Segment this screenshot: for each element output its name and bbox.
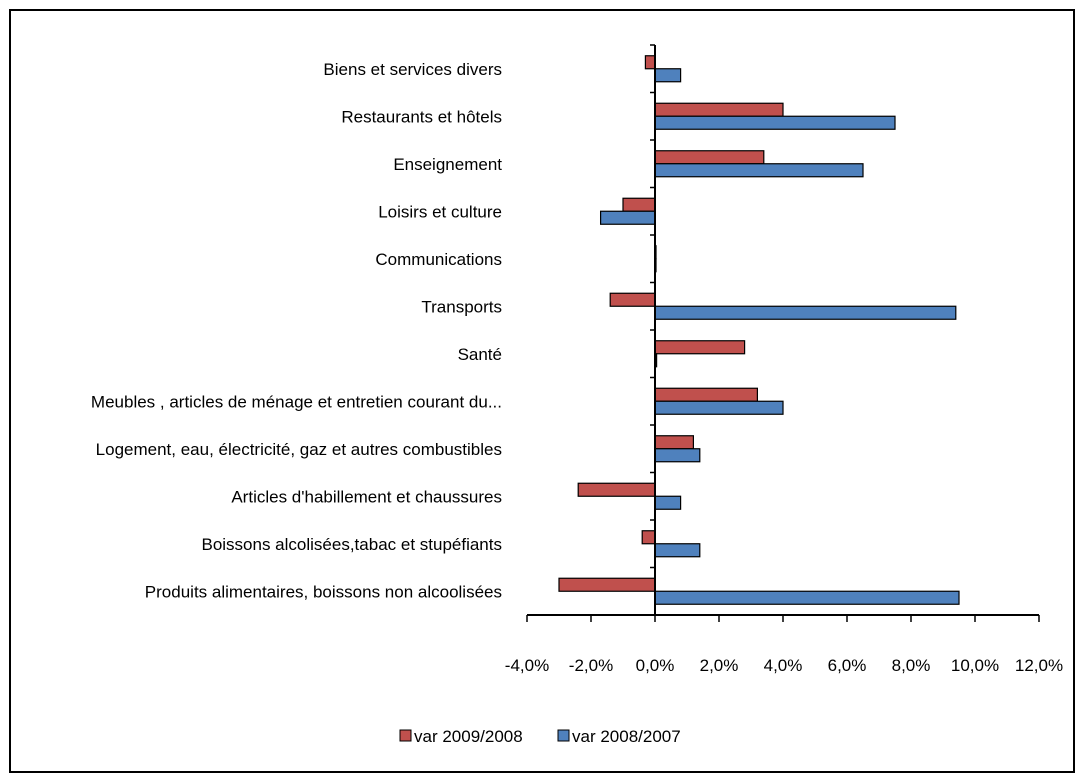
category-label: Boissons alcolisées,tabac et stupéfiants bbox=[201, 535, 502, 554]
x-tick-label: 10,0% bbox=[951, 656, 999, 675]
bar-var-2009-2008-11 bbox=[644, 55, 656, 70]
category-label: Biens et services divers bbox=[323, 60, 502, 79]
bar-var-2008-2007-9 bbox=[654, 163, 864, 178]
x-tick-label: 12,0% bbox=[1015, 656, 1063, 675]
x-tick-label: -4,0% bbox=[505, 656, 549, 675]
category-label: Restaurants et hôtels bbox=[341, 107, 502, 126]
x-tick-label: 4,0% bbox=[764, 656, 803, 675]
x-tick-labels: -4,0% -2,0% 0,0% 2,0% 4,0% 6,0% 8,0% 10,0% 12,0% bbox=[505, 656, 1063, 675]
legend: var 2009/2008 var 2008/2007 bbox=[399, 727, 681, 746]
bar-var-2009-2008-0 bbox=[558, 577, 656, 592]
bar-var-2009-2008-10 bbox=[654, 102, 784, 117]
bar-var-2009-2008-2 bbox=[577, 482, 656, 497]
category-label: Loisirs et culture bbox=[378, 202, 502, 221]
bar-var-2009-2008-5 bbox=[654, 340, 746, 355]
category-label: Transports bbox=[421, 297, 502, 316]
legend-label-var-2008-2007: var 2008/2007 bbox=[572, 727, 681, 746]
x-tick-label: 2,0% bbox=[700, 656, 739, 675]
bars-group bbox=[558, 55, 960, 605]
bar-var-2009-2008-3 bbox=[654, 435, 695, 450]
bar-var-2008-2007-11 bbox=[654, 68, 682, 83]
bar-var-2008-2007-2 bbox=[654, 495, 682, 510]
bar-var-2009-2008-6 bbox=[609, 292, 656, 307]
x-tick-label: 6,0% bbox=[828, 656, 867, 675]
legend-label-var-2009-2008: var 2009/2008 bbox=[414, 727, 523, 746]
legend-swatch-var-2008-2007 bbox=[557, 729, 570, 742]
category-label: Santé bbox=[458, 345, 502, 364]
legend-swatch-var-2009-2008 bbox=[399, 729, 412, 742]
category-label: Articles d'habillement et chaussures bbox=[231, 487, 502, 506]
chart-frame bbox=[9, 9, 1075, 773]
bar-var-2008-2007-10 bbox=[654, 115, 896, 130]
bar-var-2008-2007-8 bbox=[599, 210, 656, 225]
bar-var-2008-2007-3 bbox=[654, 448, 701, 463]
category-label: Enseignement bbox=[393, 155, 502, 174]
bar-var-2008-2007-4 bbox=[654, 400, 784, 415]
category-label: Produits alimentaires, boissons non alco… bbox=[145, 582, 502, 601]
bar-var-2008-2007-1 bbox=[654, 543, 701, 558]
bar-var-2008-2007-6 bbox=[654, 305, 957, 320]
category-label: Communications bbox=[375, 250, 502, 269]
bar-var-2009-2008-9 bbox=[654, 150, 765, 165]
x-tick-label: -2,0% bbox=[569, 656, 613, 675]
bar-var-2009-2008-4 bbox=[654, 387, 759, 402]
bar-var-2009-2008-1 bbox=[641, 530, 656, 545]
x-tick-label: 8,0% bbox=[892, 656, 931, 675]
x-tick-label: 0,0% bbox=[636, 656, 675, 675]
category-labels: Produits alimentaires, boissons non alco… bbox=[91, 60, 502, 602]
category-label: Logement, eau, électricité, gaz et autre… bbox=[96, 440, 502, 459]
axes-group bbox=[526, 44, 1040, 622]
category-label: Meubles , articles de ménage et entretie… bbox=[91, 392, 502, 411]
bar-var-2008-2007-0 bbox=[654, 590, 960, 605]
bar-var-2009-2008-8 bbox=[622, 197, 656, 212]
